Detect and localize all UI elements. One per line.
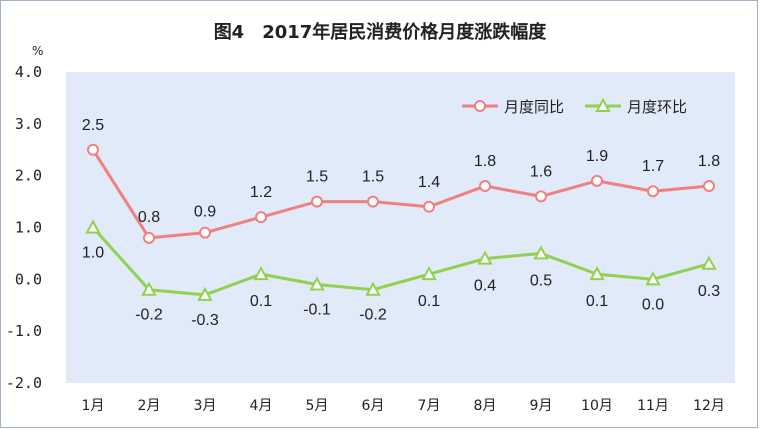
data-point-mom — [533, 245, 549, 260]
data-point-yoy — [143, 231, 155, 244]
y-tick-label: 4.0 — [15, 63, 42, 81]
x-tick-label: 11月 — [637, 398, 669, 414]
data-label-yoy: 1.7 — [642, 158, 664, 175]
data-label-mom: 0.5 — [530, 272, 552, 289]
data-label-mom: 0.1 — [250, 293, 272, 310]
chart-title: 图4 2017年居民消费价格月度涨跌幅度 — [213, 22, 547, 43]
x-tick-label: 4月 — [250, 398, 273, 414]
x-tick-label: 7月 — [418, 398, 441, 414]
data-label-mom: -0.2 — [135, 307, 163, 324]
y-tick-label: -1.0 — [6, 322, 42, 340]
data-label-mom: -0.1 — [303, 302, 331, 319]
data-label-mom: -0.3 — [191, 312, 219, 329]
legend-label: 月度同比 — [504, 98, 564, 116]
data-label-yoy: 1.8 — [474, 153, 496, 170]
y-tick-label: 3.0 — [15, 115, 42, 133]
data-point-mom — [645, 271, 661, 286]
data-label-mom: 0.1 — [586, 293, 608, 310]
series-line-yoy — [91, 148, 710, 240]
data-point-mom — [253, 266, 269, 281]
data-point-yoy — [647, 185, 659, 198]
data-label-yoy: 0.9 — [194, 204, 216, 221]
data-point-yoy — [255, 211, 267, 224]
data-point-mom — [85, 219, 101, 234]
x-tick-label: 8月 — [474, 398, 497, 414]
data-point-yoy — [479, 180, 491, 193]
x-tick-label: 1月 — [82, 398, 105, 414]
data-point-yoy — [199, 226, 211, 239]
data-point-mom — [197, 286, 213, 301]
data-label-yoy: 1.2 — [250, 184, 272, 201]
data-label-yoy: 1.5 — [306, 169, 328, 186]
data-point-yoy — [423, 200, 435, 213]
data-label-mom: 0.3 — [698, 283, 720, 300]
data-point-yoy — [591, 174, 603, 187]
data-label-yoy: 0.8 — [138, 209, 160, 226]
legend-marker-circle — [474, 100, 486, 112]
x-tick-label: 5月 — [306, 398, 329, 414]
data-label-mom: -0.2 — [359, 307, 387, 324]
data-label-yoy: 1.5 — [362, 169, 384, 186]
data-point-mom — [365, 281, 381, 296]
x-tick-label: 12月 — [693, 398, 725, 414]
y-tick-label: 0.0 — [15, 270, 42, 288]
series-line-mom — [91, 226, 710, 297]
data-label-mom: 0.1 — [418, 293, 440, 310]
y-tick-label: 1.0 — [15, 219, 42, 237]
x-tick-label: 2月 — [138, 398, 161, 414]
x-tick-label: 10月 — [581, 398, 613, 414]
data-point-yoy — [367, 195, 379, 208]
data-label-mom: 1.0 — [82, 245, 104, 262]
legend-marker-triangle — [595, 97, 611, 112]
data-label-mom: 0.0 — [642, 296, 664, 313]
x-tick-label: 3月 — [194, 398, 217, 414]
data-point-mom — [141, 281, 157, 296]
data-label-yoy: 1.6 — [530, 163, 552, 180]
data-point-mom — [701, 255, 717, 270]
x-tick-label: 6月 — [362, 398, 385, 414]
data-point-mom — [421, 266, 437, 281]
data-label-yoy: 1.8 — [698, 153, 720, 170]
x-tick-label: 9月 — [530, 398, 553, 414]
data-point-yoy — [703, 180, 715, 193]
data-point-mom — [309, 276, 325, 291]
data-point-mom — [589, 266, 605, 281]
data-point-mom — [477, 250, 493, 265]
data-point-yoy — [311, 195, 323, 208]
y-axis-unit-label: % — [32, 44, 44, 58]
data-point-yoy — [87, 143, 99, 156]
plot-area — [66, 72, 735, 383]
y-tick-label: 2.0 — [15, 167, 42, 185]
data-label-mom: 0.4 — [474, 278, 496, 295]
data-point-yoy — [535, 190, 547, 203]
data-label-yoy: 1.9 — [586, 148, 608, 165]
legend-label: 月度环比 — [627, 98, 687, 116]
data-label-yoy: 2.5 — [82, 117, 104, 134]
y-tick-label: -2.0 — [6, 374, 42, 392]
data-label-yoy: 1.4 — [418, 174, 440, 191]
